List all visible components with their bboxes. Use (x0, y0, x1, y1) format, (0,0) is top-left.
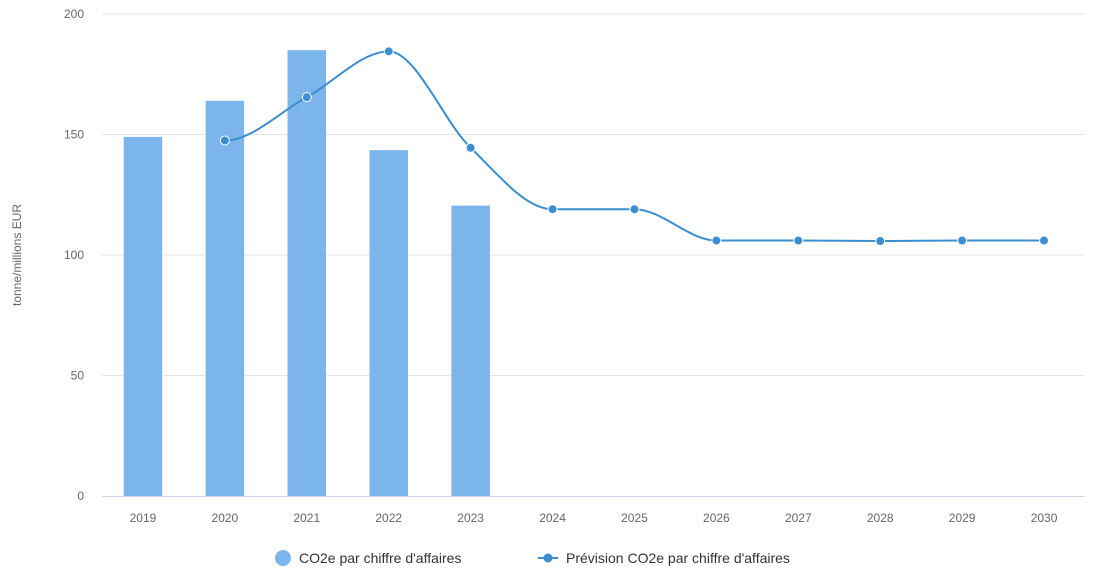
forecast-point-2020[interactable] (219, 135, 230, 146)
forecast-point-2028[interactable] (875, 236, 886, 247)
x-tick-label: 2023 (457, 511, 484, 525)
bar-series (123, 50, 490, 497)
bar-2020[interactable] (205, 100, 245, 496)
forecast-point-2027[interactable] (793, 235, 804, 246)
forecast-point-2022[interactable] (383, 46, 394, 57)
x-tick-label: 2022 (375, 511, 402, 525)
axes: 0 50 100 150 200 2019 2020 2021 2022 2023 2024 2025… (64, 7, 1085, 525)
bar-2022[interactable] (369, 150, 408, 497)
x-tick-label: 2025 (621, 511, 648, 525)
forecast-point-2029[interactable] (957, 235, 968, 246)
x-tick-label: 2027 (785, 511, 812, 525)
x-tick-label: 2024 (539, 511, 566, 525)
y-axis-title: tonne/millions EUR (10, 204, 24, 306)
legend-line-marker (543, 553, 553, 563)
bar-2019[interactable] (123, 136, 163, 496)
y-tick-label: 100 (64, 248, 84, 262)
x-tick-label: 2029 (949, 511, 976, 525)
x-tick-label: 2030 (1031, 511, 1058, 525)
line-series (219, 46, 1050, 247)
x-tick-label: 2020 (212, 511, 239, 525)
y-tick-label: 0 (77, 489, 84, 503)
bar-2023[interactable] (451, 205, 490, 496)
legend-line-label[interactable]: Prévision CO2e par chiffre d'affaires (566, 550, 790, 566)
forecast-point-2025[interactable] (629, 204, 640, 215)
legend: CO2e par chiffre d'affaires Prévision CO… (275, 550, 790, 566)
forecast-point-2030[interactable] (1039, 235, 1050, 246)
forecast-point-2024[interactable] (547, 204, 558, 215)
forecast-point-2021[interactable] (301, 92, 312, 103)
y-tick-label: 50 (71, 369, 85, 383)
x-tick-label: 2021 (293, 511, 320, 525)
forecast-point-2023[interactable] (465, 142, 476, 153)
legend-bar-swatch (275, 550, 291, 566)
legend-bar-label[interactable]: CO2e par chiffre d'affaires (299, 550, 461, 566)
x-tick-label: 2028 (867, 511, 894, 525)
y-tick-label: 200 (64, 7, 84, 21)
x-tick-label: 2019 (130, 511, 157, 525)
forecast-point-2026[interactable] (711, 235, 722, 246)
grid-lines (102, 13, 1085, 376)
bar-2021[interactable] (287, 50, 327, 497)
y-tick-label: 150 (64, 128, 84, 142)
x-tick-label: 2026 (703, 511, 730, 525)
